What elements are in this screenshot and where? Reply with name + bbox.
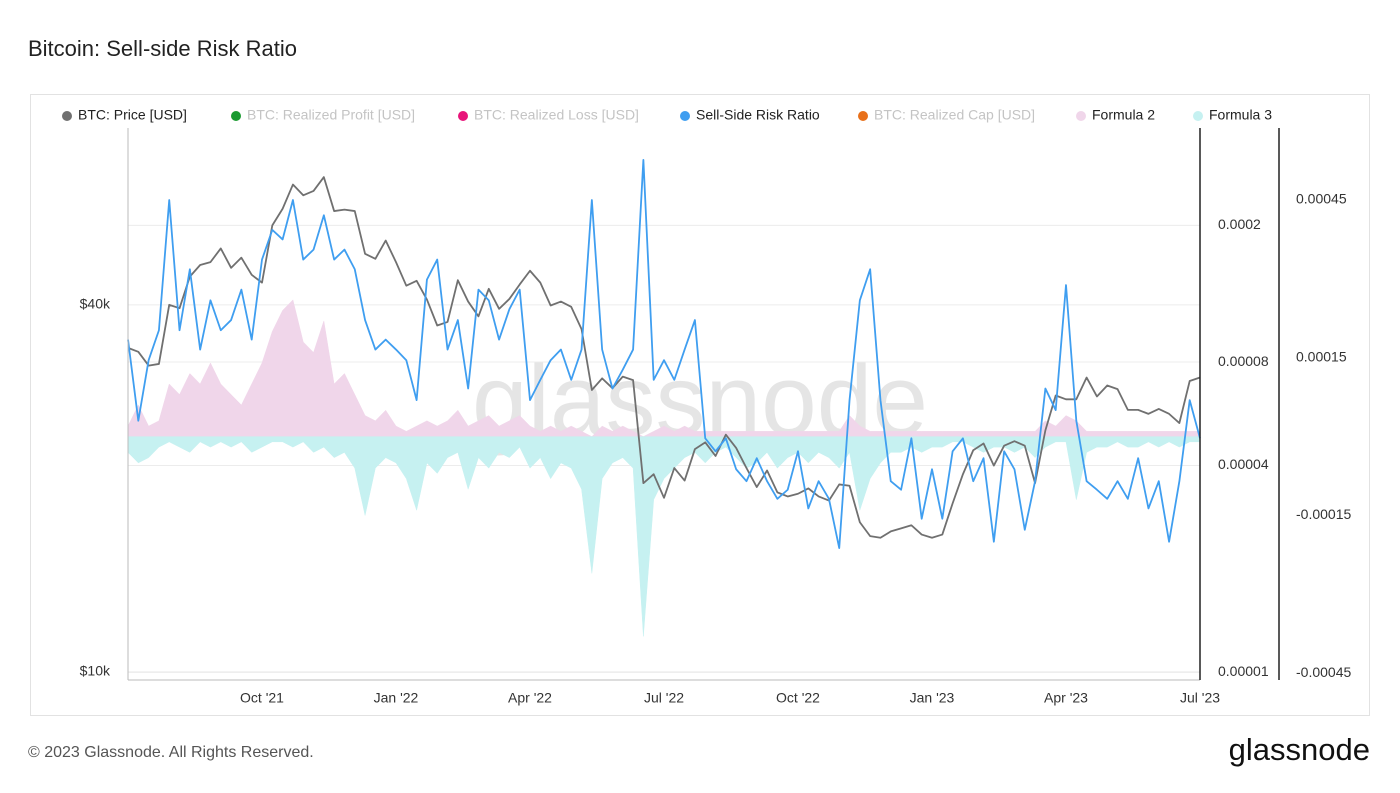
y3-tick-label: -0.00045	[1296, 664, 1351, 680]
y3-tick-label: 0.00015	[1296, 348, 1347, 364]
x-tick-label: Jan '23	[910, 690, 955, 706]
y2-tick-label: 0.00001	[1218, 663, 1269, 679]
y2-tick-label: 0.0002	[1218, 216, 1261, 232]
legend-marker	[858, 111, 868, 121]
x-tick-label: Jan '22	[374, 690, 419, 706]
logo: glassnode	[1229, 732, 1370, 767]
chart-frame	[30, 94, 1370, 716]
y3-tick-label: 0.00045	[1296, 191, 1347, 207]
line	[127, 176, 1201, 539]
legend-marker	[458, 111, 468, 121]
copyright: © 2023 Glassnode. All Rights Reserved.	[28, 744, 314, 761]
area	[127, 436, 1201, 637]
y2-tick-label: 0.00008	[1218, 353, 1269, 369]
legend-label[interactable]: Sell-Side Risk Ratio	[696, 107, 820, 123]
x-tick-label: Apr '23	[1044, 690, 1088, 706]
line	[127, 159, 1201, 549]
y2-tick-label: 0.00004	[1218, 456, 1269, 472]
legend-label[interactable]: BTC: Realized Profit [USD]	[247, 107, 415, 123]
x-tick-label: Oct '22	[776, 690, 820, 706]
legend-label[interactable]: Formula 2	[1092, 107, 1155, 123]
legend-marker	[1076, 111, 1086, 121]
legend-marker	[1193, 111, 1203, 121]
plot-area: glassnode$10k$40k0.000010.000040.000080.…	[80, 128, 1351, 706]
x-tick-label: Jul '22	[644, 690, 684, 706]
legend-label[interactable]: Formula 3	[1209, 107, 1272, 123]
x-tick-label: Jul '23	[1180, 690, 1220, 706]
legend-marker	[62, 111, 72, 121]
chart-title: Bitcoin: Sell-side Risk Ratio	[28, 36, 297, 61]
legend-marker	[680, 111, 690, 121]
y3-tick-label: -0.00015	[1296, 506, 1351, 522]
legend-label[interactable]: BTC: Price [USD]	[78, 107, 187, 123]
legend-label[interactable]: BTC: Realized Loss [USD]	[474, 107, 639, 123]
x-tick-label: Apr '22	[508, 690, 552, 706]
legend-label[interactable]: BTC: Realized Cap [USD]	[874, 107, 1035, 123]
x-tick-label: Oct '21	[240, 690, 284, 706]
y-tick-label: $40k	[80, 296, 111, 312]
y-tick-label: $10k	[80, 663, 111, 679]
legend-marker	[231, 111, 241, 121]
